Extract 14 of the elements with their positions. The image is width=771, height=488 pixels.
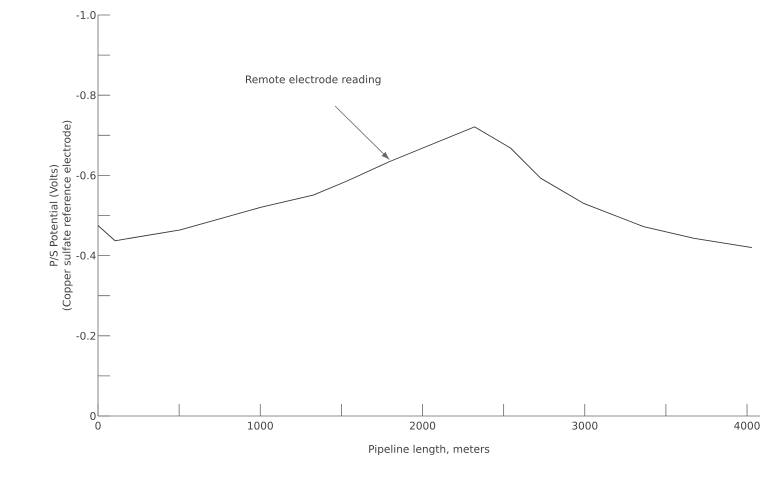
x-tick-label: 1000 — [248, 422, 273, 430]
y-tick-label: -1.0 — [76, 11, 96, 19]
y-tick-label: 0 — [90, 412, 96, 420]
y-axis-title: P/S Potential (Volts) (Copper sulfate reference electrode) — [49, 120, 73, 310]
x-tick-label: 2000 — [410, 422, 436, 430]
x-axis-title: Pipeline length, meters — [369, 444, 490, 455]
line-series — [98, 126, 752, 248]
x-tick-label: 3000 — [572, 422, 598, 430]
y-tick-label: -0.2 — [76, 332, 96, 340]
y-tick-label: -0.8 — [76, 91, 96, 100]
annotation: Remote electrode reading — [246, 75, 380, 86]
y-tick-label: -0.4 — [76, 252, 96, 260]
y-tick-label: -0.6 — [76, 171, 96, 180]
x-tick-label: 4000 — [734, 422, 760, 430]
